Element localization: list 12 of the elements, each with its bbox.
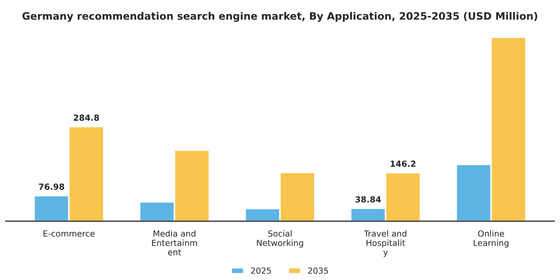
x-tick-label: E-commerce	[44, 230, 95, 237]
data-label: 146.2	[390, 160, 416, 167]
data-label: 284.8	[74, 114, 99, 121]
x-tick-label: Online Learning	[474, 230, 508, 248]
data-label: 38.84	[356, 196, 381, 203]
legend-label: 2025	[251, 267, 271, 274]
x-tick-label: Social Networking	[256, 230, 304, 248]
legend-label: 2035	[308, 267, 328, 274]
x-tick-label: Travel and Hospitalit y	[364, 230, 406, 257]
x-tick-label: Media and Entertainm ent	[152, 230, 197, 256]
chart-title: Germany recommendation search engine market, By Application, 2025-2035 (USD Million)	[22, 12, 538, 22]
data-label: 76.98	[38, 184, 64, 190]
